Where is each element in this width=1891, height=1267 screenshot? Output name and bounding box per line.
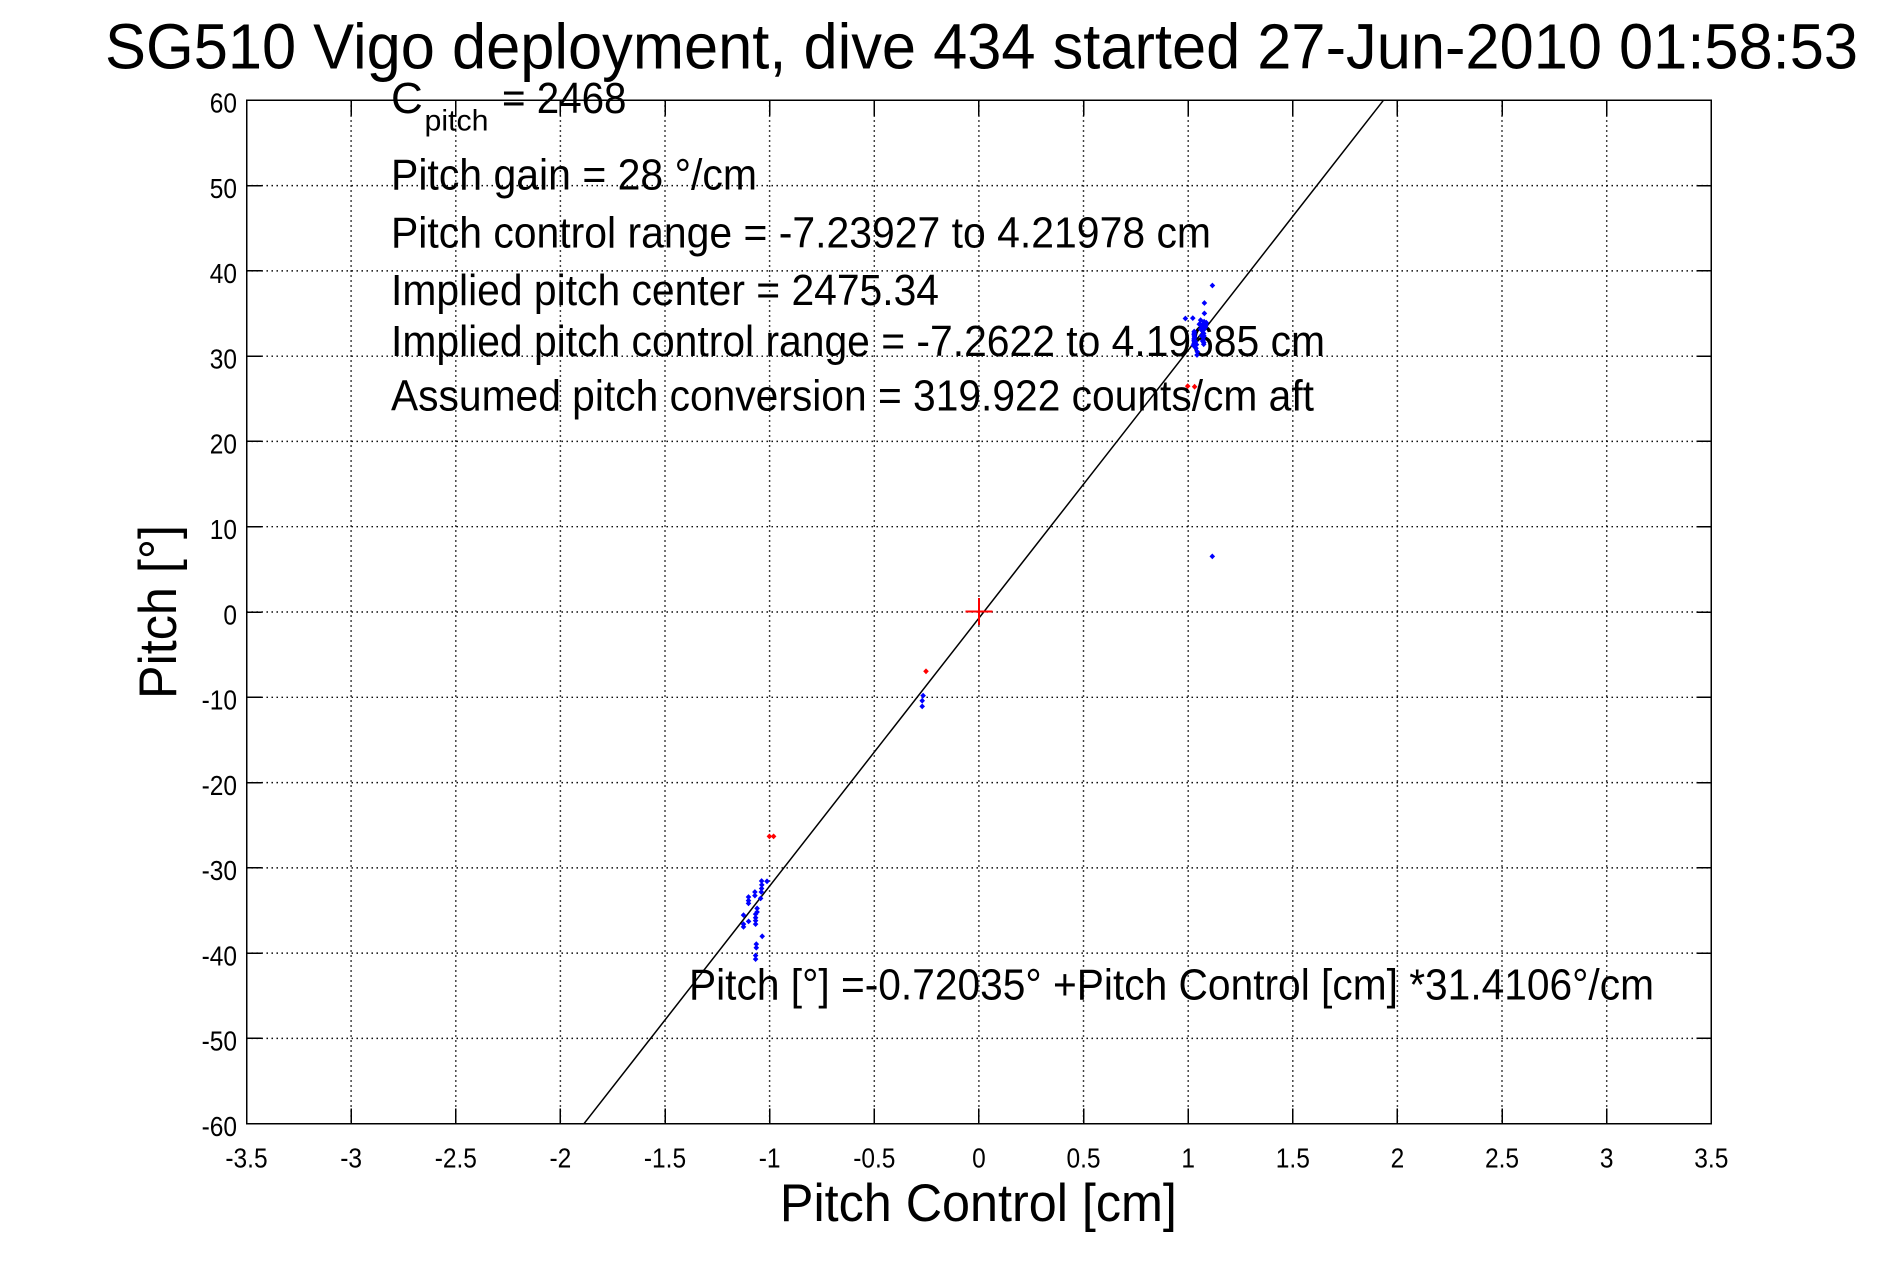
svg-text:-1.5: -1.5: [644, 1143, 686, 1174]
svg-text:Pitch [°]: Pitch [°]: [129, 525, 188, 699]
svg-text:60: 60: [210, 88, 237, 119]
svg-text:-2: -2: [550, 1143, 572, 1174]
svg-text:10: 10: [210, 514, 237, 545]
svg-text:Pitch control range = -7.23927: Pitch control range = -7.23927 to 4.2197…: [391, 208, 1211, 257]
svg-text:-3.5: -3.5: [225, 1143, 267, 1174]
svg-text:50: 50: [210, 173, 237, 204]
svg-text:C: C: [391, 74, 423, 123]
svg-text:-20: -20: [202, 770, 237, 801]
svg-text:SG510 Vigo deployment, dive 43: SG510 Vigo deployment, dive 434 started …: [105, 10, 1858, 82]
svg-text:-3: -3: [340, 1143, 362, 1174]
svg-text:2: 2: [1391, 1143, 1405, 1174]
svg-text:-1: -1: [759, 1143, 781, 1174]
svg-text:Assumed pitch conversion = 319: Assumed pitch conversion = 319.922 count…: [391, 371, 1314, 420]
svg-text:0: 0: [972, 1143, 986, 1174]
svg-text:0: 0: [223, 599, 237, 630]
svg-text:pitch: pitch: [425, 105, 489, 138]
svg-text:-2.5: -2.5: [435, 1143, 477, 1174]
svg-text:0.5: 0.5: [1066, 1143, 1100, 1174]
svg-text:1: 1: [1181, 1143, 1195, 1174]
svg-text:Pitch Control [cm]: Pitch Control [cm]: [780, 1174, 1177, 1233]
svg-text:30: 30: [210, 344, 237, 375]
svg-text:-30: -30: [202, 855, 237, 886]
svg-text:-60: -60: [202, 1111, 237, 1142]
svg-text:-0.5: -0.5: [853, 1143, 895, 1174]
svg-text:3: 3: [1600, 1143, 1614, 1174]
svg-text:40: 40: [210, 258, 237, 289]
svg-text:20: 20: [210, 429, 237, 460]
svg-text:-40: -40: [202, 940, 237, 971]
svg-text:Implied pitch control range =: Implied pitch control range = -7.2622 to…: [391, 317, 1325, 366]
svg-text:3.5: 3.5: [1694, 1143, 1728, 1174]
svg-text:1.5: 1.5: [1276, 1143, 1310, 1174]
svg-text:= 2468: = 2468: [502, 74, 627, 123]
svg-text:-50: -50: [202, 1026, 237, 1057]
svg-text:2.5: 2.5: [1485, 1143, 1519, 1174]
svg-text:Implied pitch center = 2475.34: Implied pitch center = 2475.34: [391, 266, 939, 315]
svg-text:Pitch [°] =-0.72035° +Pitch Co: Pitch [°] =-0.72035° +Pitch Control [cm]…: [689, 960, 1654, 1009]
svg-text:Pitch gain = 28 °/cm: Pitch gain = 28 °/cm: [391, 151, 757, 200]
svg-text:-10: -10: [202, 685, 237, 716]
